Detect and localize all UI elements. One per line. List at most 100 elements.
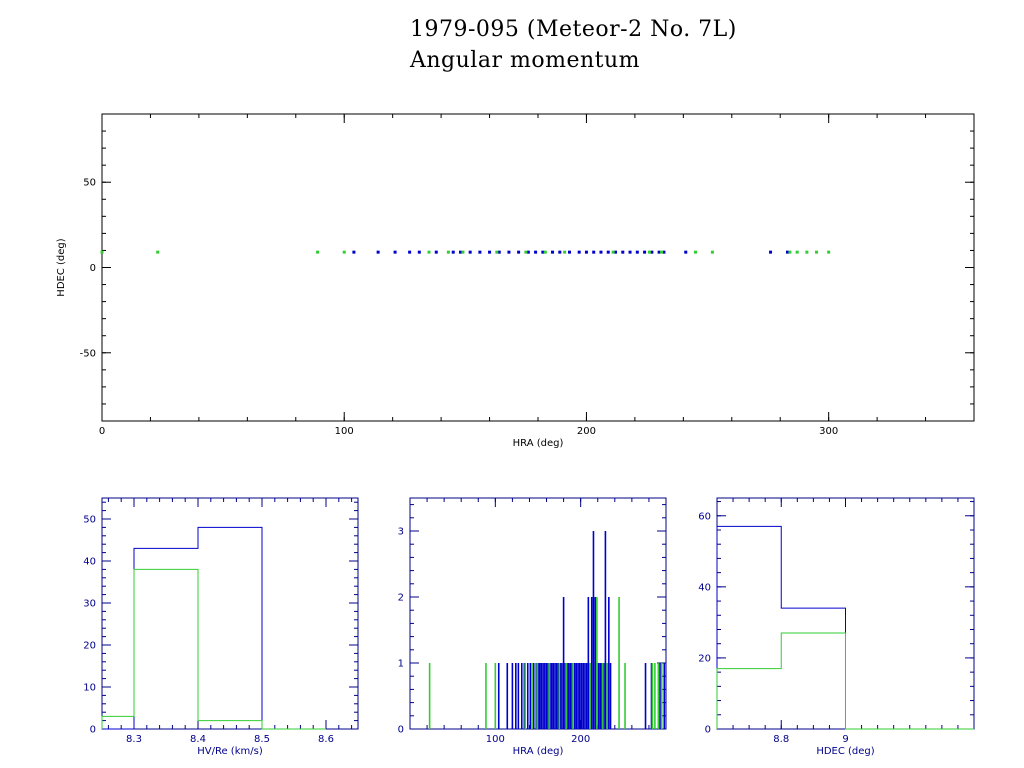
y-tick-label: -50: [80, 348, 96, 359]
scatter-point-blue: [434, 250, 438, 254]
histogram-step-blue: [102, 526, 326, 730]
x-tick-label: 100: [486, 734, 505, 745]
scatter-point-blue: [478, 250, 482, 254]
y-tick-label: 1: [398, 659, 404, 670]
x-tick-label: 8.8: [773, 734, 789, 745]
scatter-point-blue: [488, 250, 492, 254]
x-tick-label: 300: [819, 426, 838, 437]
x-axis-label: HRA (deg): [513, 438, 564, 449]
histogram-hv-panel: 8.3 8.4 8.5 8.6 0 10 20 30 40 50 HV/Re (km/s): [83, 497, 359, 757]
scatter-point-blue: [628, 250, 632, 254]
scatter-point-blue: [650, 250, 654, 254]
scatter-point-green: [316, 250, 320, 254]
y-tick-label: 20: [698, 653, 711, 664]
scatter-panel: 0 100 200 300 -50 0 50 HRA (deg) HDEC (deg): [56, 113, 975, 449]
y-tick-label: 2: [398, 593, 404, 604]
x-axis-label: HDEC (deg): [816, 746, 874, 757]
scatter-point-green: [611, 250, 615, 254]
y-tick-label: 50: [83, 515, 96, 526]
scatter-point-blue: [408, 250, 412, 254]
y-tick-label: 30: [83, 599, 96, 610]
scatter-point-blue: [577, 250, 581, 254]
scatter-point-green: [461, 250, 465, 254]
y-tick-label: 40: [698, 582, 711, 593]
scatter-point-green: [100, 250, 104, 254]
scatter-point-blue: [558, 250, 562, 254]
scatter-point-green: [815, 250, 819, 254]
y-tick-label: 20: [83, 641, 96, 652]
y-tick-label: 40: [83, 557, 96, 568]
scatter-point-blue: [592, 250, 596, 254]
scatter-point-blue: [599, 250, 603, 254]
y-tick-label: 10: [83, 683, 96, 694]
axes-frame: [101, 113, 975, 422]
histogram-hra-panel: 100 200 0 1 2 3 HRA (deg): [398, 497, 667, 757]
scatter-point-green: [827, 250, 831, 254]
scatter-point-blue: [507, 250, 511, 254]
axes-frame: [101, 497, 359, 730]
scatter-point-green: [660, 250, 664, 254]
chart-titles: 1979-095 (Meteor-2 No. 7L) Angular momen…: [410, 14, 1010, 76]
histogram-hdec-panel: 8.8 9 0 20 40 60 HDEC (deg): [698, 497, 975, 757]
chart-title: 1979-095 (Meteor-2 No. 7L): [410, 17, 737, 42]
scatter-point-green: [427, 250, 431, 254]
scatter-point-green: [543, 250, 547, 254]
x-tick-label: 9: [842, 734, 848, 745]
scatter-point-green: [710, 250, 714, 254]
scatter-point-blue: [468, 250, 472, 254]
scatter-point-green: [563, 250, 567, 254]
scatter-point-green: [788, 250, 792, 254]
scatter-point-green: [524, 250, 528, 254]
y-tick-label: 0: [398, 725, 404, 736]
scatter-point-blue: [352, 250, 356, 254]
histogram-step-green: [101, 568, 326, 730]
scatter-point-blue: [458, 250, 462, 254]
y-tick-label: 50: [83, 178, 96, 189]
x-axis-label: HRA (deg): [513, 746, 564, 757]
scatter-point-blue: [376, 250, 380, 254]
scatter-point-blue: [621, 250, 625, 254]
x-tick-label: 8.6: [318, 734, 334, 745]
y-tick-label: 0: [705, 725, 711, 736]
scatter-point-blue: [606, 250, 610, 254]
scatter-point-green: [795, 250, 799, 254]
x-tick-label: 100: [335, 426, 354, 437]
scatter-point-blue: [517, 250, 521, 254]
scatter-point-blue: [451, 250, 455, 254]
scatter-point-green: [156, 250, 160, 254]
x-tick-label: 8.3: [126, 734, 142, 745]
x-tick-label: 8.4: [190, 734, 206, 745]
x-tick-label: 8.5: [254, 734, 270, 745]
scatter-point-blue: [684, 250, 688, 254]
x-tick-label: 200: [571, 734, 590, 745]
x-tick-label: 200: [577, 426, 596, 437]
scatter-point-blue: [534, 250, 538, 254]
scatter-point-blue: [551, 250, 555, 254]
scatter-point-green: [446, 250, 450, 254]
scatter-point-blue: [497, 250, 501, 254]
scatter-point-green: [805, 250, 809, 254]
scatter-point-blue: [541, 250, 545, 254]
scatter-point-blue: [635, 250, 639, 254]
chart-subtitle: Angular momentum: [410, 48, 640, 73]
scatter-point-green: [693, 250, 697, 254]
x-axis-label: HV/Re (km/s): [197, 746, 263, 757]
scatter-point-blue: [785, 250, 789, 254]
scatter-point-blue: [662, 250, 666, 254]
x-tick-label: 0: [99, 426, 105, 437]
scatter-point-blue: [417, 250, 421, 254]
y-tick-label: 3: [398, 527, 404, 538]
scatter-point-blue: [657, 250, 661, 254]
scatter-point-green: [495, 250, 499, 254]
y-tick-label: 0: [90, 263, 96, 274]
scatter-point-blue: [526, 250, 530, 254]
y-tick-label: 60: [698, 511, 711, 522]
y-axis-label: HDEC (deg): [56, 238, 67, 296]
scatter-point-blue: [614, 250, 618, 254]
scatter-point-green: [647, 250, 651, 254]
y-tick-label: 0: [90, 725, 96, 736]
scatter-point-green: [342, 250, 346, 254]
scatter-point-blue: [643, 250, 647, 254]
scatter-point-blue: [584, 250, 588, 254]
